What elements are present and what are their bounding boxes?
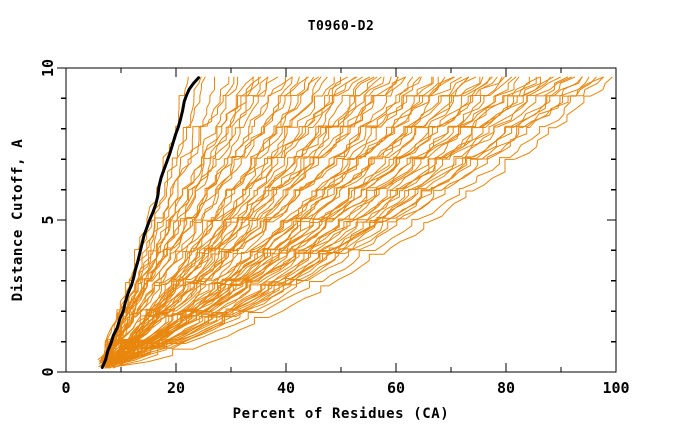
reference-curve [102, 76, 572, 363]
reference-curve [101, 76, 604, 369]
x-tick-label-100: 100 [602, 379, 629, 397]
reference-curve [108, 76, 399, 364]
highlighted-model-curve [100, 76, 201, 369]
reference-curve [108, 76, 328, 364]
reference-curve [102, 76, 235, 360]
x-axis-tick-labels: 0 20 40 60 80 100 [61, 379, 629, 397]
reference-curve [99, 76, 309, 359]
x-tick-label-0: 0 [61, 379, 70, 397]
reference-curve [111, 76, 348, 363]
reference-curve [105, 76, 604, 363]
reference-curve [103, 76, 540, 367]
x-tick-label-80: 80 [497, 379, 515, 397]
reference-curve [104, 76, 590, 362]
reference-curve [109, 76, 375, 369]
x-tick-label-20: 20 [167, 379, 185, 397]
highlighted-curve-group [100, 76, 201, 369]
page-title: T0960-D2 [308, 19, 375, 34]
reference-curve [100, 76, 293, 361]
reference-curve [99, 76, 300, 364]
y-tick-label-0: 0 [39, 367, 57, 376]
y-axis-tick-labels: 0 5 10 [39, 59, 57, 377]
reference-curve [106, 76, 597, 368]
y-tick-label-10: 10 [39, 59, 57, 77]
y-axis-ticks [57, 67, 616, 373]
reference-curve [107, 76, 569, 365]
reference-curve [105, 76, 434, 366]
reference-curve [104, 76, 613, 369]
reference-curve [106, 76, 382, 360]
reference-curve [109, 76, 455, 366]
x-axis-title: Percent of Residues (CA) [233, 406, 450, 422]
reference-curve [108, 76, 503, 362]
reference-curve [100, 76, 293, 369]
reference-curve [101, 76, 254, 364]
x-axis-ticks [65, 68, 617, 372]
reference-curve [106, 76, 576, 360]
x-tick-label-60: 60 [387, 379, 405, 397]
reference-curve [109, 76, 269, 369]
reference-curve [101, 76, 505, 365]
x-tick-label-40: 40 [277, 379, 295, 397]
reference-curve [111, 76, 551, 368]
reference-curve [109, 76, 554, 363]
reference-curve [101, 76, 286, 363]
y-tick-label-5: 5 [39, 215, 57, 224]
reference-curve [110, 76, 583, 363]
y-axis-title: Distance Cutoff, A [10, 139, 26, 302]
reference-curve [104, 76, 481, 361]
reference-curve [101, 76, 260, 366]
